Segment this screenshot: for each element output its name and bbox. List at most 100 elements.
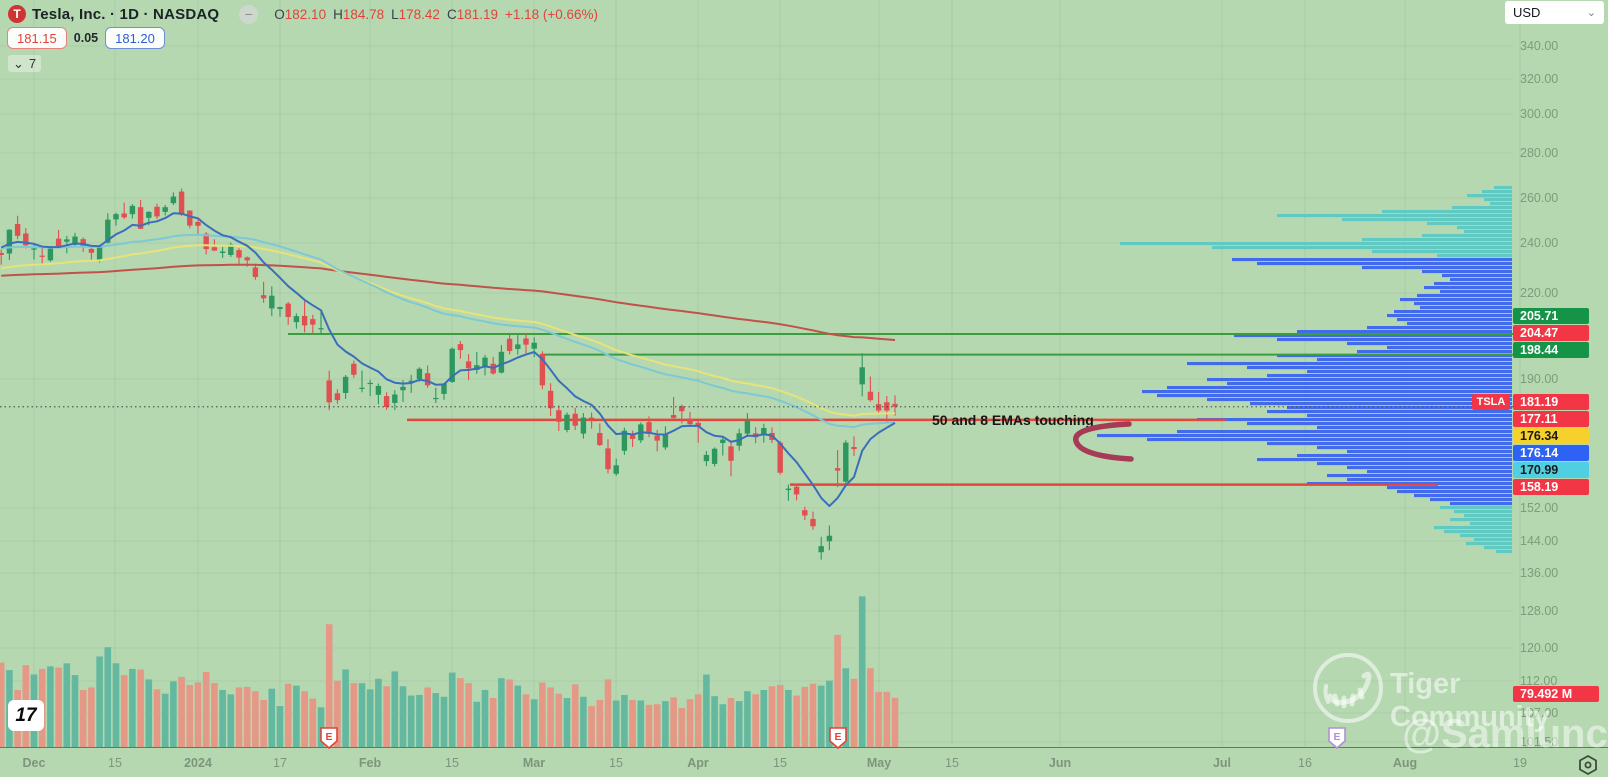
volume-profile-row bbox=[1466, 542, 1512, 546]
volume-profile-row bbox=[1430, 498, 1512, 502]
axis-settings-icon[interactable] bbox=[1574, 753, 1602, 777]
time-tick-label: Dec bbox=[23, 756, 46, 770]
volume-bar bbox=[539, 682, 546, 747]
volume-bar bbox=[71, 675, 79, 747]
samlunch-watermark: @Samlunch bbox=[1402, 712, 1608, 756]
candle-body bbox=[137, 207, 144, 229]
volume-bar bbox=[211, 683, 218, 747]
price-tick-label: 107.00 bbox=[1520, 706, 1558, 720]
candle-body bbox=[711, 448, 718, 464]
volume-bar bbox=[629, 699, 636, 747]
candle-body bbox=[351, 363, 357, 375]
candle-body bbox=[162, 207, 168, 212]
time-tick-label: Aug bbox=[1393, 756, 1417, 770]
low-value: 178.42 bbox=[398, 6, 440, 22]
volume-profile-row bbox=[1454, 510, 1512, 514]
volume-bar bbox=[0, 662, 5, 747]
candle-body bbox=[219, 251, 226, 254]
volume-profile-row bbox=[1347, 342, 1512, 346]
ohlc-readout: O182.10 H184.78 L178.42 C181.19 +1.18 (+… bbox=[274, 7, 598, 22]
volume-bar bbox=[785, 689, 792, 747]
currency-dropdown[interactable]: USD ⌄ bbox=[1505, 1, 1604, 24]
symbol-axis-chip: TSLA bbox=[1472, 394, 1510, 410]
symbol-title[interactable]: Tesla, Inc. · 1D · NASDAQ bbox=[32, 5, 220, 23]
volume-bar bbox=[178, 676, 185, 747]
volume-profile-row bbox=[1496, 550, 1512, 554]
volume-profile-row bbox=[1267, 442, 1512, 446]
volume-profile-row bbox=[1367, 326, 1512, 330]
chevron-down-icon: ⌄ bbox=[13, 55, 24, 71]
chart-header: T Tesla, Inc. · 1D · NASDAQ − O182.10 H1… bbox=[8, 4, 598, 24]
candle-body bbox=[359, 387, 365, 389]
volume-bar bbox=[875, 691, 882, 747]
bid-button[interactable]: 181.15 bbox=[7, 27, 67, 49]
candle-body bbox=[260, 295, 267, 299]
volume-profile-row bbox=[1347, 466, 1512, 470]
volume-bar bbox=[317, 707, 325, 747]
time-tick-label: Jun bbox=[1049, 756, 1071, 770]
candle-body bbox=[744, 420, 751, 434]
volume-profile-row bbox=[1342, 218, 1512, 222]
volume-bar bbox=[194, 682, 202, 747]
time-tick-label: May bbox=[867, 756, 891, 770]
candle-body bbox=[465, 361, 472, 369]
volume-profile-row bbox=[1382, 210, 1512, 214]
volume-bar bbox=[662, 701, 669, 747]
volume-profile-row bbox=[1142, 390, 1512, 394]
price-tick-label: 120.00 bbox=[1520, 641, 1558, 655]
volume-bar bbox=[522, 694, 530, 747]
volume-bar bbox=[719, 704, 727, 747]
ask-button[interactable]: 181.20 bbox=[105, 27, 165, 49]
collapse-header-button[interactable]: − bbox=[239, 4, 259, 24]
candle-body bbox=[96, 247, 103, 260]
volume-bar bbox=[243, 686, 251, 747]
candle-body bbox=[679, 406, 685, 412]
price-axis-chip: 181.19 bbox=[1513, 394, 1589, 410]
candle-body bbox=[793, 486, 800, 495]
tradingview-logo[interactable]: 17 bbox=[8, 700, 44, 731]
candle-body bbox=[318, 328, 324, 330]
volume-bar bbox=[104, 647, 112, 747]
volume-bar bbox=[653, 704, 661, 747]
candle-body bbox=[129, 205, 136, 215]
volume-bar bbox=[580, 696, 587, 747]
high-value: 184.78 bbox=[342, 6, 385, 22]
volume-profile-row bbox=[1490, 202, 1512, 206]
candle-body bbox=[408, 380, 414, 382]
volume-bar bbox=[489, 698, 497, 747]
volume-profile-row bbox=[1277, 214, 1512, 218]
volume-bar bbox=[276, 706, 284, 747]
volume-profile-row bbox=[1212, 246, 1512, 250]
annotation-arrow-icon bbox=[1073, 421, 1134, 462]
volume-profile-row bbox=[1247, 422, 1512, 426]
volume-profile-row bbox=[1440, 506, 1512, 510]
volume-bar bbox=[342, 669, 349, 747]
candle-body bbox=[703, 454, 710, 462]
volume-profile-row bbox=[1417, 294, 1512, 298]
volume-profile-row bbox=[1347, 478, 1512, 482]
volume-profile-row bbox=[1457, 226, 1512, 230]
volume-bar bbox=[645, 704, 653, 747]
volume-profile-row bbox=[1177, 430, 1512, 434]
earnings-badge-letter: E bbox=[834, 731, 841, 743]
candle-body bbox=[761, 428, 767, 435]
candle-body bbox=[154, 206, 160, 217]
volume-bar bbox=[350, 683, 358, 747]
candle-body bbox=[178, 191, 185, 215]
candle-body bbox=[326, 380, 332, 403]
volume-bar bbox=[850, 678, 858, 747]
indicators-collapsed-toggle[interactable]: ⌄ 7 bbox=[8, 55, 42, 72]
volume-bar bbox=[670, 697, 677, 747]
open-value: 182.10 bbox=[284, 6, 327, 22]
candle-body bbox=[55, 238, 62, 247]
volume-profile-row bbox=[1440, 290, 1512, 294]
price-axis-chip: 205.71 bbox=[1513, 308, 1589, 324]
volume-bar bbox=[448, 672, 456, 747]
candle-body bbox=[818, 546, 824, 553]
candle-body bbox=[375, 385, 382, 395]
candle-body bbox=[646, 422, 652, 434]
volume-profile-row bbox=[1187, 362, 1512, 366]
candle-body bbox=[301, 315, 308, 326]
candle-body bbox=[802, 510, 808, 516]
